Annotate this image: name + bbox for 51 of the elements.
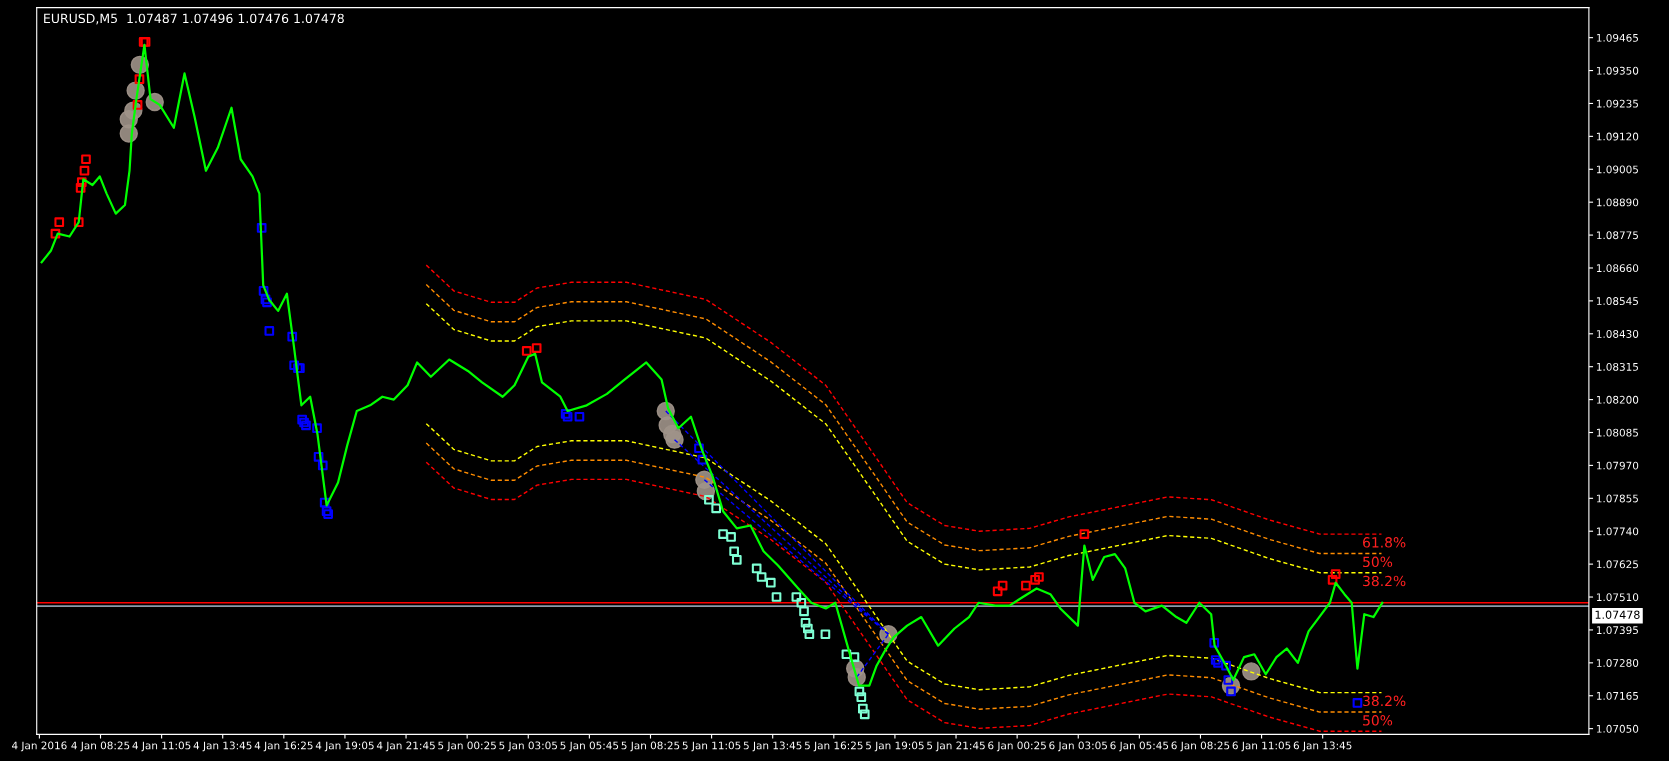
y-tick-label: 1.08775 (1596, 231, 1638, 240)
x-tick-label: 5 Jan 00:25 (438, 741, 496, 752)
y-tick-label: 1.07970 (1596, 461, 1639, 470)
x-tick-label: 6 Jan 13:45 (1293, 741, 1352, 752)
x-tick-label: 4 Jan 11:05 (132, 741, 191, 752)
x-tick-label: 4 Jan 13:45 (193, 741, 252, 752)
y-tick-label: 1.09350 (1596, 66, 1639, 75)
annotation: 50% (1363, 556, 1393, 568)
y-tick-label: 1.08315 (1596, 362, 1638, 371)
x-tick-label: 6 Jan 11:05 (1232, 741, 1291, 752)
x-tick-label: 5 Jan 16:25 (804, 741, 863, 752)
y-tick-label: 1.08660 (1596, 264, 1639, 273)
y-tick-label: 1.07855 (1596, 494, 1638, 503)
x-tick-label: 5 Jan 05:45 (560, 741, 619, 752)
y-tick-label: 1.09235 (1596, 99, 1638, 108)
x-tick-label: 5 Jan 19:05 (866, 741, 924, 752)
x-tick-label: 5 Jan 11:05 (682, 741, 741, 752)
annotation: 38.2% (1363, 695, 1406, 707)
y-tick-label: 1.07510 (1596, 593, 1639, 602)
x-tick-label: 4 Jan 08:25 (71, 741, 130, 752)
x-tick-label: 4 Jan 21:45 (376, 741, 435, 752)
x-tick-label: 5 Jan 21:45 (927, 741, 985, 752)
y-tick-label: 1.08890 (1596, 198, 1639, 207)
x-tick-label: 6 Jan 05:45 (1110, 741, 1169, 752)
y-tick-label: 1.08085 (1596, 428, 1638, 437)
y-tick-label: 1.08430 (1596, 330, 1639, 338)
y-tick-label: 1.08545 (1596, 297, 1638, 305)
annotation: 61.8% (1363, 537, 1406, 548)
y-tick-label: 1.07280 (1596, 659, 1639, 667)
y-tick-label: 1.07740 (1596, 527, 1639, 536)
y-tick-label: 1.07395 (1596, 626, 1638, 635)
x-tick-label: 6 Jan 03:05 (1049, 741, 1107, 752)
x-tick-label: 5 Jan 08:25 (621, 741, 680, 752)
y-tick-label: 1.07165 (1596, 691, 1638, 700)
x-tick-label: 5 Jan 13:45 (743, 741, 802, 752)
x-tick-label: 4 Jan 16:25 (254, 741, 313, 752)
y-tick-label: 1.07050 (1596, 724, 1639, 733)
x-tick-label: 4 Jan 19:05 (315, 741, 374, 752)
y-tick-label: 1.09005 (1596, 165, 1638, 174)
chart-title: EURUSD,M5 1.07487 1.07496 1.07476 1.07478 (44, 13, 344, 25)
x-tick-label: 4 Jan 2016 (11, 741, 67, 752)
annotation: 50% (1363, 715, 1393, 726)
x-tick-label: 6 Jan 08:25 (1171, 741, 1230, 752)
ref-line-label: 1.07478 (1595, 610, 1640, 619)
y-tick-label: 1.09120 (1596, 132, 1639, 141)
y-tick-label: 1.07625 (1596, 560, 1638, 569)
x-tick-label: 6 Jan 00:25 (988, 741, 1046, 752)
y-tick-label: 1.08200 (1596, 395, 1639, 404)
annotation: 38.2% (1363, 575, 1406, 587)
y-tick-label: 1.09465 (1596, 33, 1638, 42)
x-tick-label: 5 Jan 03:05 (499, 741, 558, 752)
